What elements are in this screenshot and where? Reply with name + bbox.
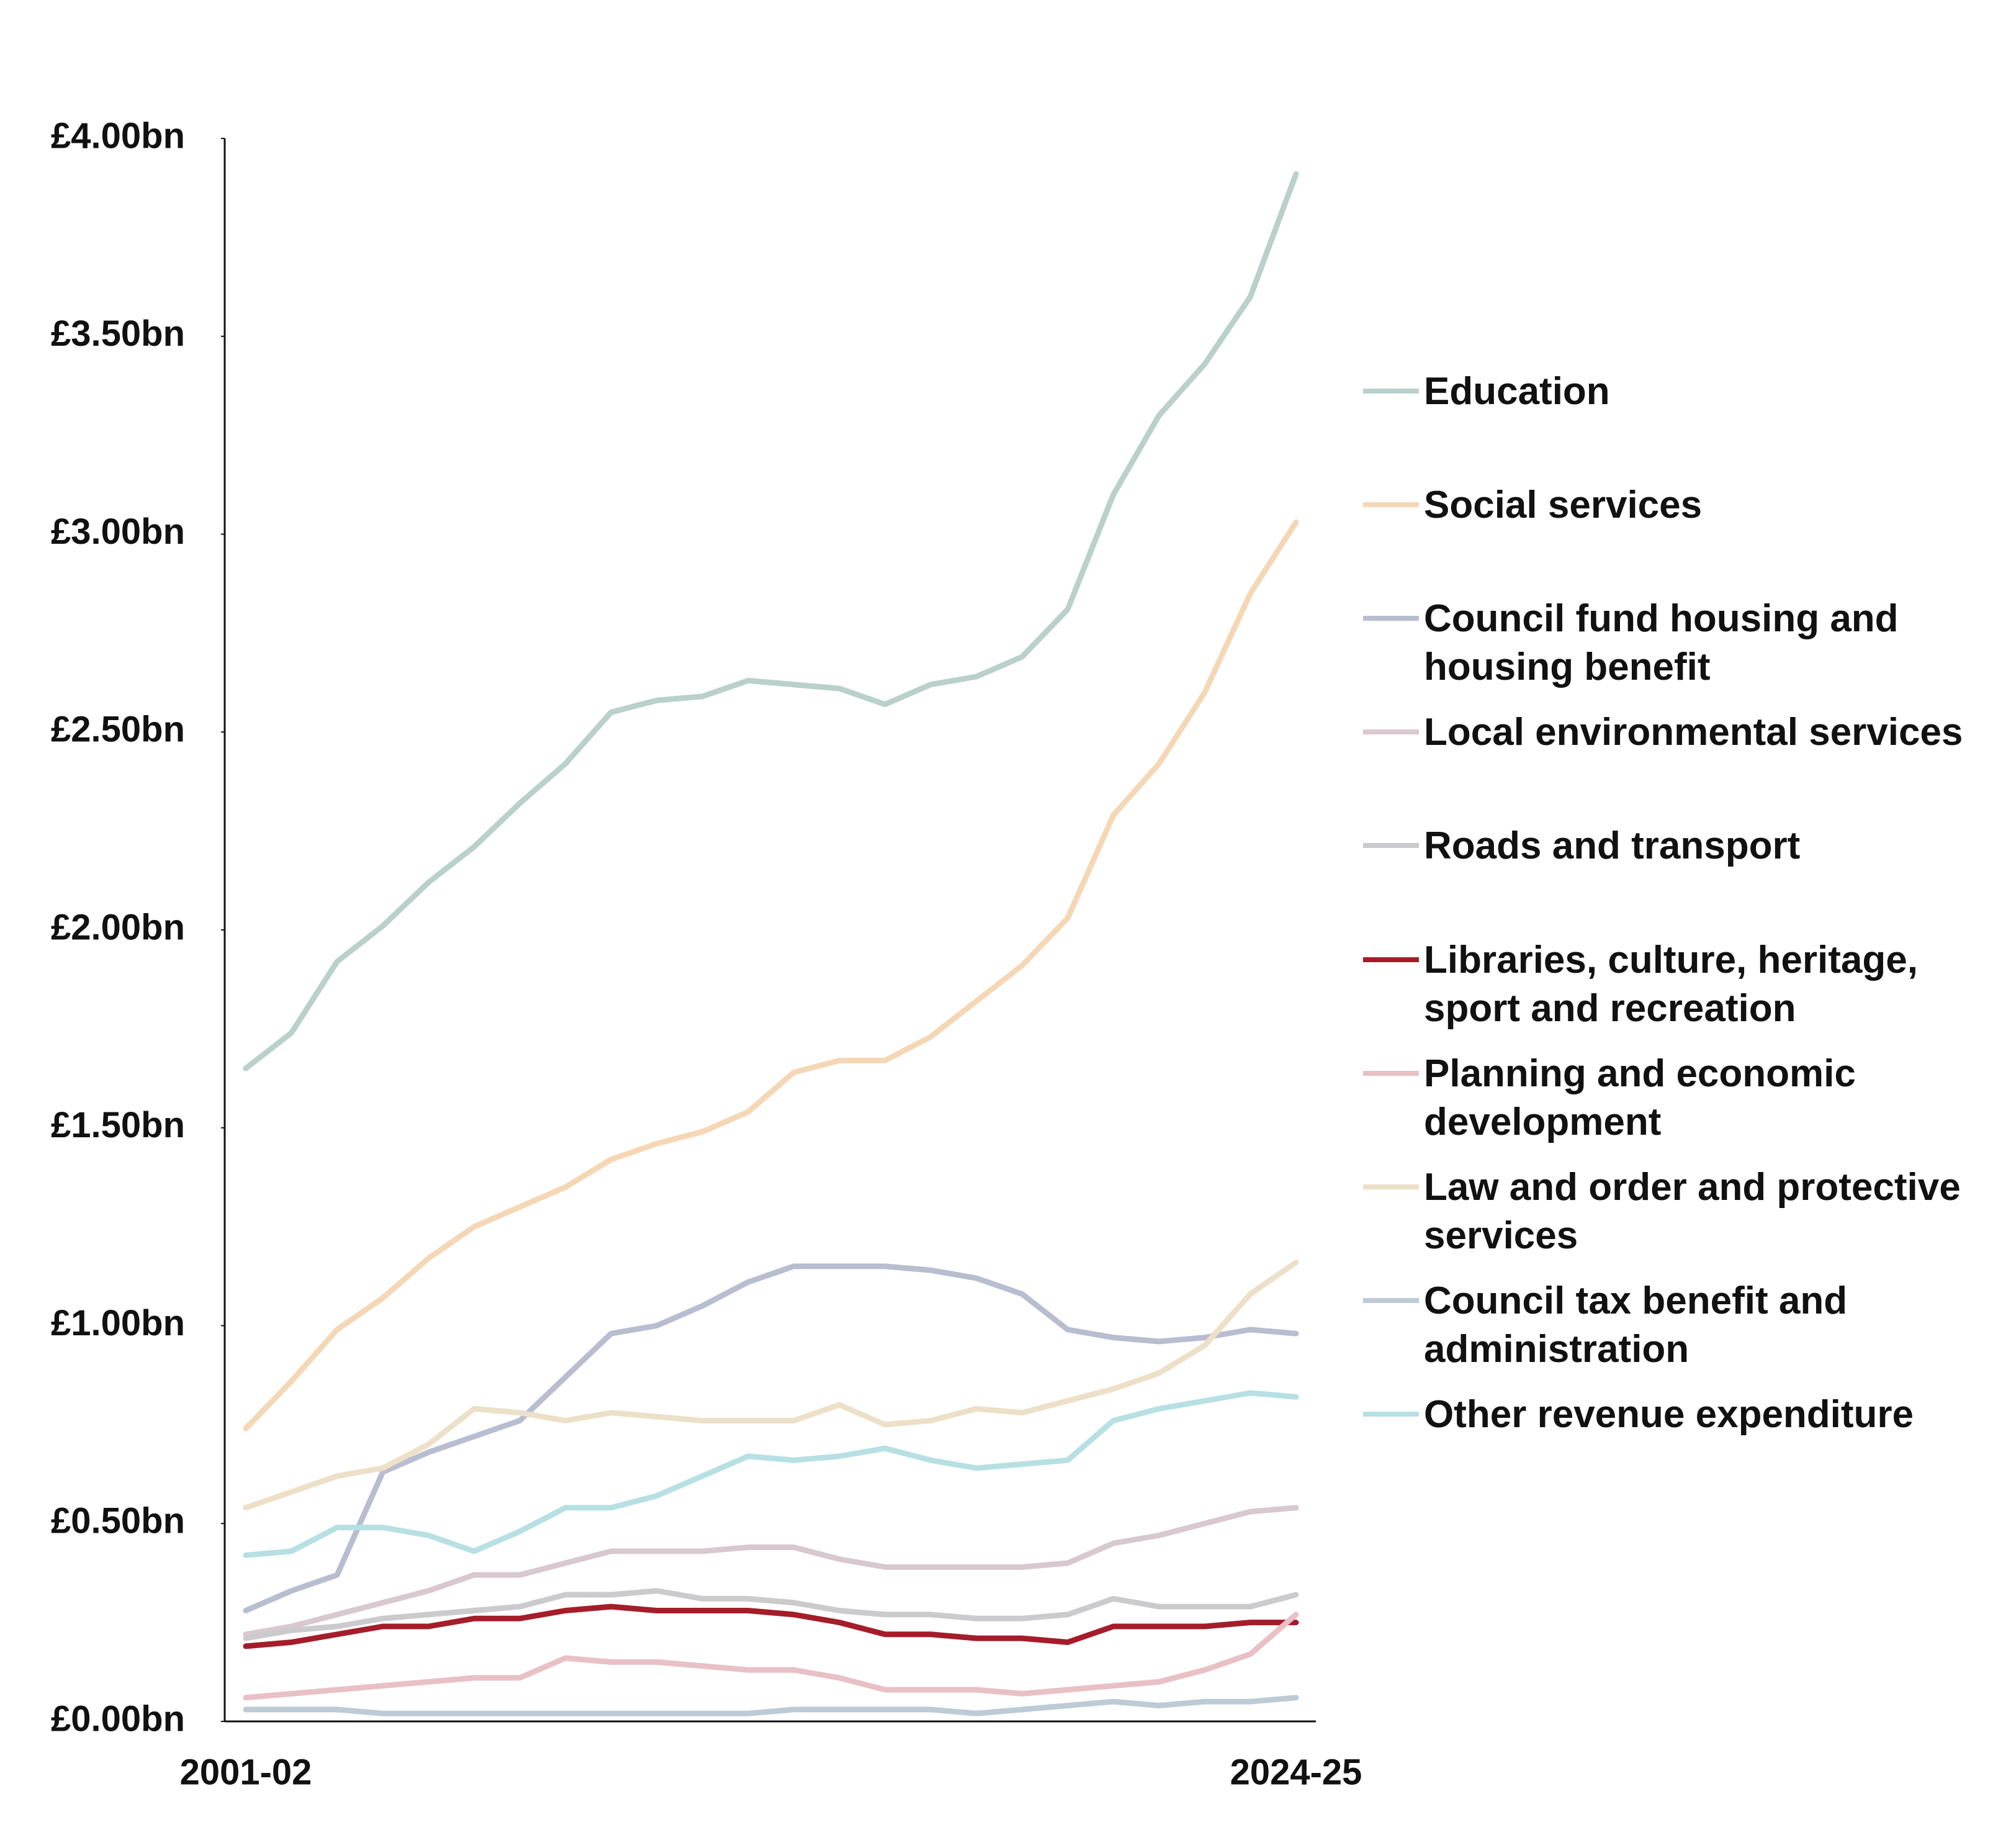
y-tick-label: £3.00bn <box>51 512 185 552</box>
series-line <box>243 1260 1299 1511</box>
x-tick-label: 2001-02 <box>180 1752 312 1792</box>
legend-item: Local environmental services <box>1363 708 2015 757</box>
y-tick-label: £4.00bn <box>51 115 185 156</box>
legend-label: Council tax benefit and administration <box>1424 1279 1848 1371</box>
legend-label: Education <box>1424 370 1610 413</box>
legend-swatch <box>1363 729 1419 734</box>
legend-swatch <box>1363 389 1419 394</box>
legend-label: Law and order and protective services <box>1424 1166 1961 1257</box>
legend-swatch <box>1363 1412 1419 1417</box>
series-line <box>243 1695 1299 1716</box>
y-tick-label: £2.50bn <box>51 710 185 750</box>
series-line <box>243 1603 1299 1649</box>
legend-label: Council fund housing and housing benefit <box>1424 597 1899 688</box>
series-line <box>243 1612 1299 1701</box>
legend-item: Other revenue expenditure <box>1363 1391 2015 1439</box>
legend-swatch <box>1363 1184 1419 1189</box>
series-line <box>243 1588 1299 1641</box>
legend-swatch <box>1363 1071 1419 1076</box>
legend-label: Planning and economic development <box>1424 1052 1856 1143</box>
legend-item: Education <box>1363 367 2015 416</box>
legend-label: Local environmental services <box>1424 711 1963 754</box>
legend-label: Libraries, culture, heritage, sport and … <box>1424 939 1918 1030</box>
series-line <box>243 171 1299 1071</box>
y-tick-label: £0.50bn <box>51 1501 185 1541</box>
y-tick-label: £1.00bn <box>51 1303 185 1343</box>
x-tick-label: 2024-25 <box>1230 1752 1362 1792</box>
series-line <box>243 1390 1299 1558</box>
y-tick-label: £0.00bn <box>51 1698 185 1739</box>
legend-item: Libraries, culture, heritage, sport and … <box>1363 936 2015 1033</box>
y-tick-label: £2.00bn <box>51 907 185 947</box>
series-line <box>243 1505 1299 1638</box>
legend-label: Roads and transport <box>1424 824 1801 867</box>
series-line <box>243 1263 1299 1613</box>
legend-item: Council fund housing and housing benefit <box>1363 595 2015 692</box>
legend-item: Council tax benefit and administration <box>1363 1277 2015 1374</box>
legend-swatch <box>1363 1298 1419 1303</box>
legend-label: Other revenue expenditure <box>1424 1393 1914 1436</box>
legend-swatch <box>1363 957 1419 962</box>
y-tick-label: £3.50bn <box>51 313 185 354</box>
legend-item: Planning and economic development <box>1363 1050 2015 1147</box>
series-line <box>243 519 1299 1431</box>
legend-label: Social services <box>1424 484 1703 526</box>
y-tick-label: £1.50bn <box>51 1105 185 1145</box>
legend-swatch <box>1363 616 1419 621</box>
legend-swatch <box>1363 502 1419 507</box>
legend-item: Law and order and protective services <box>1363 1163 2015 1260</box>
legend-item: Roads and transport <box>1363 822 2015 870</box>
legend-swatch <box>1363 843 1419 848</box>
legend-item: Social services <box>1363 481 2015 530</box>
